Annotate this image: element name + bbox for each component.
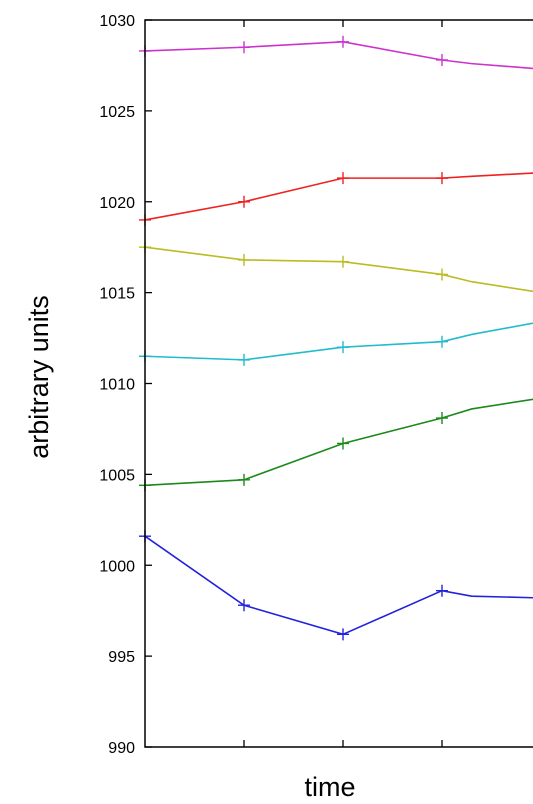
y-tick-labels: 990 995 1000 1005 1010 1015 1020 1025 1030 <box>99 13 135 757</box>
data-point-marker <box>436 336 448 348</box>
data-point-marker <box>436 412 448 424</box>
y-tick-label: 1000 <box>99 558 135 575</box>
data-point-marker <box>238 254 250 266</box>
data-point-marker <box>337 628 349 640</box>
data-point-marker <box>337 172 349 184</box>
y-axis-label: arbitrary units <box>24 295 54 459</box>
series-line-2 <box>145 173 533 220</box>
data-point-marker <box>337 437 349 449</box>
data-point-marker <box>238 196 250 208</box>
data-point-marker <box>238 599 250 611</box>
data-point-marker <box>436 54 448 66</box>
axes-frame <box>145 20 533 747</box>
series-layer <box>139 36 533 641</box>
x-axis-label: time <box>304 772 355 802</box>
y-tick-label: 1020 <box>99 195 135 212</box>
data-point-marker <box>436 172 448 184</box>
y-tick-label: 1025 <box>99 104 135 121</box>
series-line-3 <box>145 247 533 292</box>
y-tick-label: 1005 <box>99 467 135 484</box>
data-point-marker <box>238 474 250 486</box>
y-tick-label: 1015 <box>99 286 135 303</box>
series-line-6 <box>145 536 533 634</box>
series-line-4 <box>145 322 533 360</box>
series-line-5 <box>145 398 533 485</box>
data-point-marker <box>238 41 250 53</box>
y-tick-label: 995 <box>108 649 135 666</box>
data-point-marker <box>337 36 349 48</box>
y-tick-label: 990 <box>108 740 135 757</box>
series-line-1 <box>145 42 533 69</box>
data-point-marker <box>337 341 349 353</box>
data-point-marker <box>436 585 448 597</box>
y-tick-label: 1030 <box>99 13 135 30</box>
ticks-layer <box>145 20 533 747</box>
data-point-marker <box>238 354 250 366</box>
data-point-marker <box>436 268 448 280</box>
data-point-marker <box>337 256 349 268</box>
y-tick-label: 1010 <box>99 377 135 394</box>
